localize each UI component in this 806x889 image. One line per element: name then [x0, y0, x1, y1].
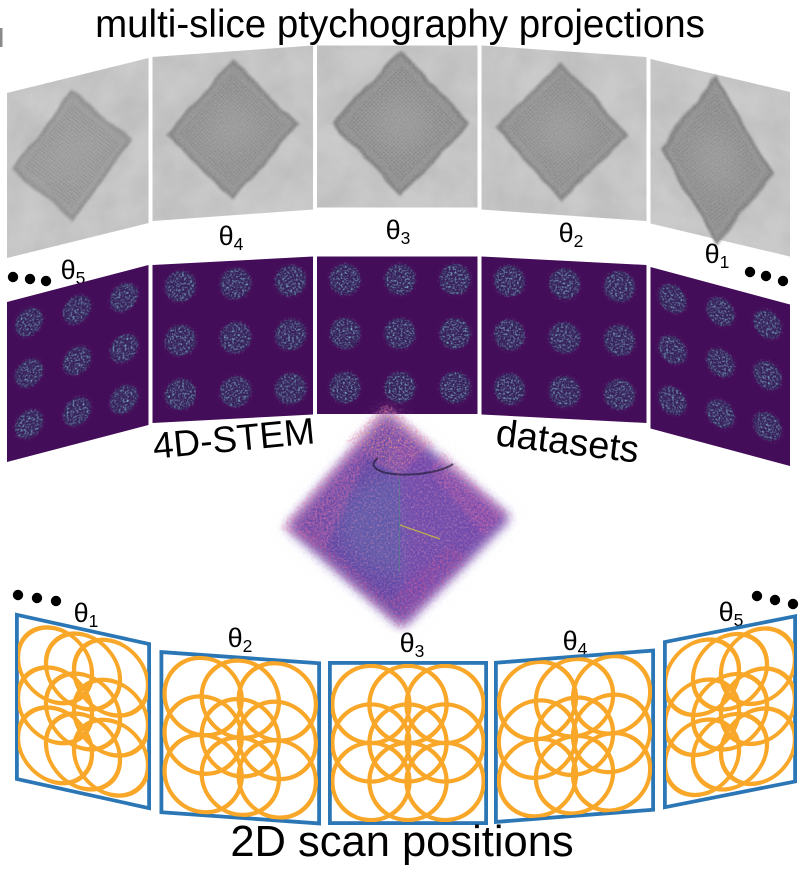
svg-text:multi-slice ptychography proje: multi-slice ptychography projections	[95, 3, 705, 46]
svg-text:2D scan positions: 2D scan positions	[230, 818, 573, 866]
svg-text:θ5: θ5	[719, 597, 744, 630]
